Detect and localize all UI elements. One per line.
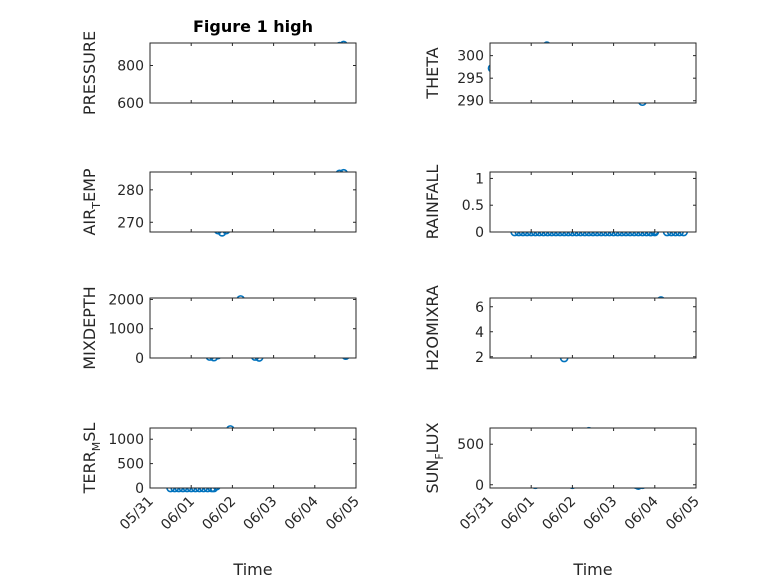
axes-box [149,42,357,104]
y-tick-label: 290 [457,94,484,110]
y-tick-label: 0 [475,225,484,241]
y-tick-label: 0 [475,478,484,494]
y-tick-label: 0.5 [462,198,484,214]
subplot-air: 270 280 AIRTEMP [80,168,357,237]
y-axis-label: PRESSURE [80,31,99,115]
axes-box [489,297,697,359]
axes-box [489,427,697,489]
y-tick-label: 600 [117,96,144,112]
y-tick-label: 6 [475,300,484,316]
y-axis-label: RAINFALL [423,165,442,240]
y-tick-label: 1 [475,171,484,187]
y-tick-label: 2 [475,350,484,366]
y-axis-label: AIRTEMP [80,168,103,235]
y-tick-label: 0 [135,351,144,367]
y-axis-label: TERRMSL [80,423,103,495]
y-tick-label: 300 [457,49,484,65]
y-axis-label: H2OMIXRA [423,285,442,371]
y-tick-label: 0 [135,481,144,497]
axes-box [489,171,697,233]
y-tick-label: 270 [117,215,144,231]
subplot-theta: 290 295 300 THETA [423,41,697,110]
y-tick-label: 500 [457,437,484,453]
axes-box [149,171,357,233]
chart-title: Figure 1 high [193,17,313,36]
axes-box [149,297,357,359]
subplot-pressure: 600 800 PRESSURE Figure 1 high [80,17,357,115]
axes-box [489,42,697,104]
y-tick-label: 295 [457,71,484,87]
y-tick-label: 1000 [108,432,144,448]
y-axis-label: MIXDEPTH [80,286,99,369]
subplot-mixdepth: 0 1000 2000 MIXDEPTH [80,286,357,370]
y-tick-label: 500 [117,457,144,473]
x-axis-label: Time [232,560,272,579]
y-tick-label: 280 [117,183,144,199]
y-axis-label: THETA [423,47,442,99]
y-tick-label: 2000 [108,292,144,308]
y-tick-label: 1000 [108,322,144,338]
y-tick-label: 4 [475,325,484,341]
axes-box [149,427,357,489]
subplot-rainfall: 0 0.5 1 RAINFALL [423,165,697,241]
y-axis-label: SUNFLUX [423,422,446,493]
x-axis-label: Time [572,560,612,579]
subplot-h2omixra: 2 4 6 H2OMIXRA [423,285,697,371]
y-tick-label: 800 [117,59,144,75]
